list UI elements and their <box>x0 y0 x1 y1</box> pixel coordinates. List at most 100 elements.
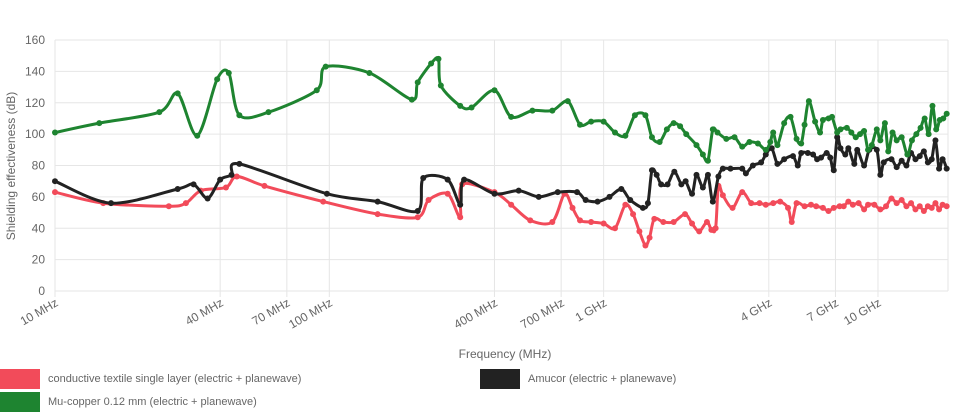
data-point-amucor[interactable] <box>827 154 834 161</box>
data-point-amucor[interactable] <box>457 201 464 208</box>
data-point-mu-copper[interactable] <box>508 113 515 120</box>
data-point-amucor[interactable] <box>845 145 852 152</box>
data-point-amucor[interactable] <box>810 151 817 158</box>
data-point-mu-copper[interactable] <box>408 96 415 103</box>
data-point-mu-copper[interactable] <box>52 129 58 136</box>
data-point-mu-copper[interactable] <box>805 98 812 105</box>
data-point-amucor[interactable] <box>515 187 522 194</box>
data-point-amucor[interactable] <box>781 156 788 163</box>
data-point-amucor[interactable] <box>107 200 114 207</box>
data-point-amucor[interactable] <box>693 171 700 178</box>
data-point-mu-copper[interactable] <box>889 129 896 136</box>
legend-item-conductive-textile[interactable]: conductive textile single layer (electri… <box>0 369 301 389</box>
data-point-amucor[interactable] <box>594 198 601 205</box>
data-point-mu-copper[interactable] <box>549 107 556 114</box>
data-point-conductive-textile[interactable] <box>414 214 421 221</box>
data-point-conductive-textile[interactable] <box>877 206 884 213</box>
data-point-amucor[interactable] <box>893 164 900 171</box>
data-point-conductive-textile[interactable] <box>808 201 815 208</box>
data-point-conductive-textile[interactable] <box>646 234 653 241</box>
data-point-amucor[interactable] <box>936 165 943 172</box>
legend-item-amucor[interactable]: Amucor (electric + planewave) <box>480 369 676 389</box>
data-point-mu-copper[interactable] <box>699 151 706 158</box>
data-point-amucor[interactable] <box>618 186 625 193</box>
data-point-conductive-textile[interactable] <box>729 204 736 211</box>
data-point-amucor[interactable] <box>374 198 381 205</box>
data-point-conductive-textile[interactable] <box>840 203 847 210</box>
data-point-amucor[interactable] <box>873 146 880 153</box>
data-point-mu-copper[interactable] <box>925 131 932 138</box>
data-point-mu-copper[interactable] <box>435 55 442 62</box>
data-point-amucor[interactable] <box>204 195 211 202</box>
data-point-mu-copper[interactable] <box>564 98 571 105</box>
data-point-mu-copper[interactable] <box>709 126 716 133</box>
data-point-conductive-textile[interactable] <box>825 207 832 214</box>
data-point-conductive-textile[interactable] <box>712 225 719 232</box>
data-point-mu-copper[interactable] <box>819 117 826 124</box>
data-point-conductive-textile[interactable] <box>932 200 939 207</box>
data-point-conductive-textile[interactable] <box>696 228 703 235</box>
data-point-amucor[interactable] <box>689 190 696 197</box>
data-point-mu-copper[interactable] <box>787 113 794 120</box>
data-point-amucor[interactable] <box>834 134 841 141</box>
data-point-conductive-textile[interactable] <box>577 217 584 224</box>
data-point-mu-copper[interactable] <box>754 140 761 147</box>
data-point-conductive-textile[interactable] <box>830 204 837 211</box>
data-point-amucor[interactable] <box>715 173 722 180</box>
data-point-amucor[interactable] <box>727 165 734 172</box>
data-point-conductive-textile[interactable] <box>943 203 950 210</box>
data-point-amucor[interactable] <box>653 171 660 178</box>
data-point-mu-copper[interactable] <box>663 126 670 133</box>
data-point-mu-copper[interactable] <box>913 131 920 138</box>
data-point-conductive-textile[interactable] <box>845 198 852 205</box>
data-point-amucor[interactable] <box>323 190 330 197</box>
data-point-conductive-textile[interactable] <box>320 198 327 205</box>
data-point-mu-copper[interactable] <box>739 143 746 150</box>
data-point-conductive-textile[interactable] <box>457 214 464 221</box>
data-point-amucor[interactable] <box>699 184 706 191</box>
data-point-conductive-textile[interactable] <box>549 218 556 225</box>
data-point-amucor[interactable] <box>644 200 651 207</box>
data-point-mu-copper[interactable] <box>812 118 819 125</box>
data-point-conductive-textile[interactable] <box>719 192 726 199</box>
data-point-conductive-textile[interactable] <box>600 220 607 227</box>
data-point-mu-copper[interactable] <box>843 124 850 131</box>
data-point-amucor[interactable] <box>818 154 825 161</box>
data-point-amucor[interactable] <box>823 149 830 156</box>
data-point-mu-copper[interactable] <box>414 79 421 86</box>
data-point-amucor[interactable] <box>606 193 613 200</box>
data-point-conductive-textile[interactable] <box>689 220 696 227</box>
data-point-mu-copper[interactable] <box>781 120 788 127</box>
data-point-amucor[interactable] <box>804 149 811 156</box>
data-point-conductive-textile[interactable] <box>588 218 595 225</box>
data-point-mu-copper[interactable] <box>642 112 649 119</box>
data-point-mu-copper[interactable] <box>877 137 884 144</box>
data-point-conductive-textile[interactable] <box>903 203 910 210</box>
data-point-conductive-textile[interactable] <box>165 203 172 210</box>
data-point-amucor[interactable] <box>639 204 646 211</box>
data-point-conductive-textile[interactable] <box>703 218 710 225</box>
data-point-conductive-textile[interactable] <box>425 197 432 204</box>
data-point-mu-copper[interactable] <box>704 157 711 164</box>
data-point-conductive-textile[interactable] <box>612 225 619 232</box>
data-point-conductive-textile[interactable] <box>651 215 658 222</box>
data-point-conductive-textile[interactable] <box>865 201 872 208</box>
data-point-amucor[interactable] <box>664 181 671 188</box>
data-point-conductive-textile[interactable] <box>801 203 808 210</box>
data-point-mu-copper[interactable] <box>577 121 584 128</box>
data-point-mu-copper[interactable] <box>622 132 629 139</box>
data-point-mu-copper[interactable] <box>865 146 872 153</box>
data-point-conductive-textile[interactable] <box>770 200 777 207</box>
data-point-amucor[interactable] <box>762 151 769 158</box>
data-point-conductive-textile[interactable] <box>642 242 649 249</box>
data-point-amucor[interactable] <box>798 149 805 156</box>
data-point-mu-copper[interactable] <box>468 104 475 111</box>
data-point-amucor[interactable] <box>719 165 726 172</box>
data-point-conductive-textile[interactable] <box>527 217 534 224</box>
data-point-mu-copper[interactable] <box>829 113 836 120</box>
data-point-amucor[interactable] <box>582 197 589 204</box>
data-point-conductive-textile[interactable] <box>660 218 667 225</box>
data-point-amucor[interactable] <box>709 198 716 205</box>
data-point-mu-copper[interactable] <box>529 107 536 114</box>
data-point-conductive-textile[interactable] <box>756 200 763 207</box>
